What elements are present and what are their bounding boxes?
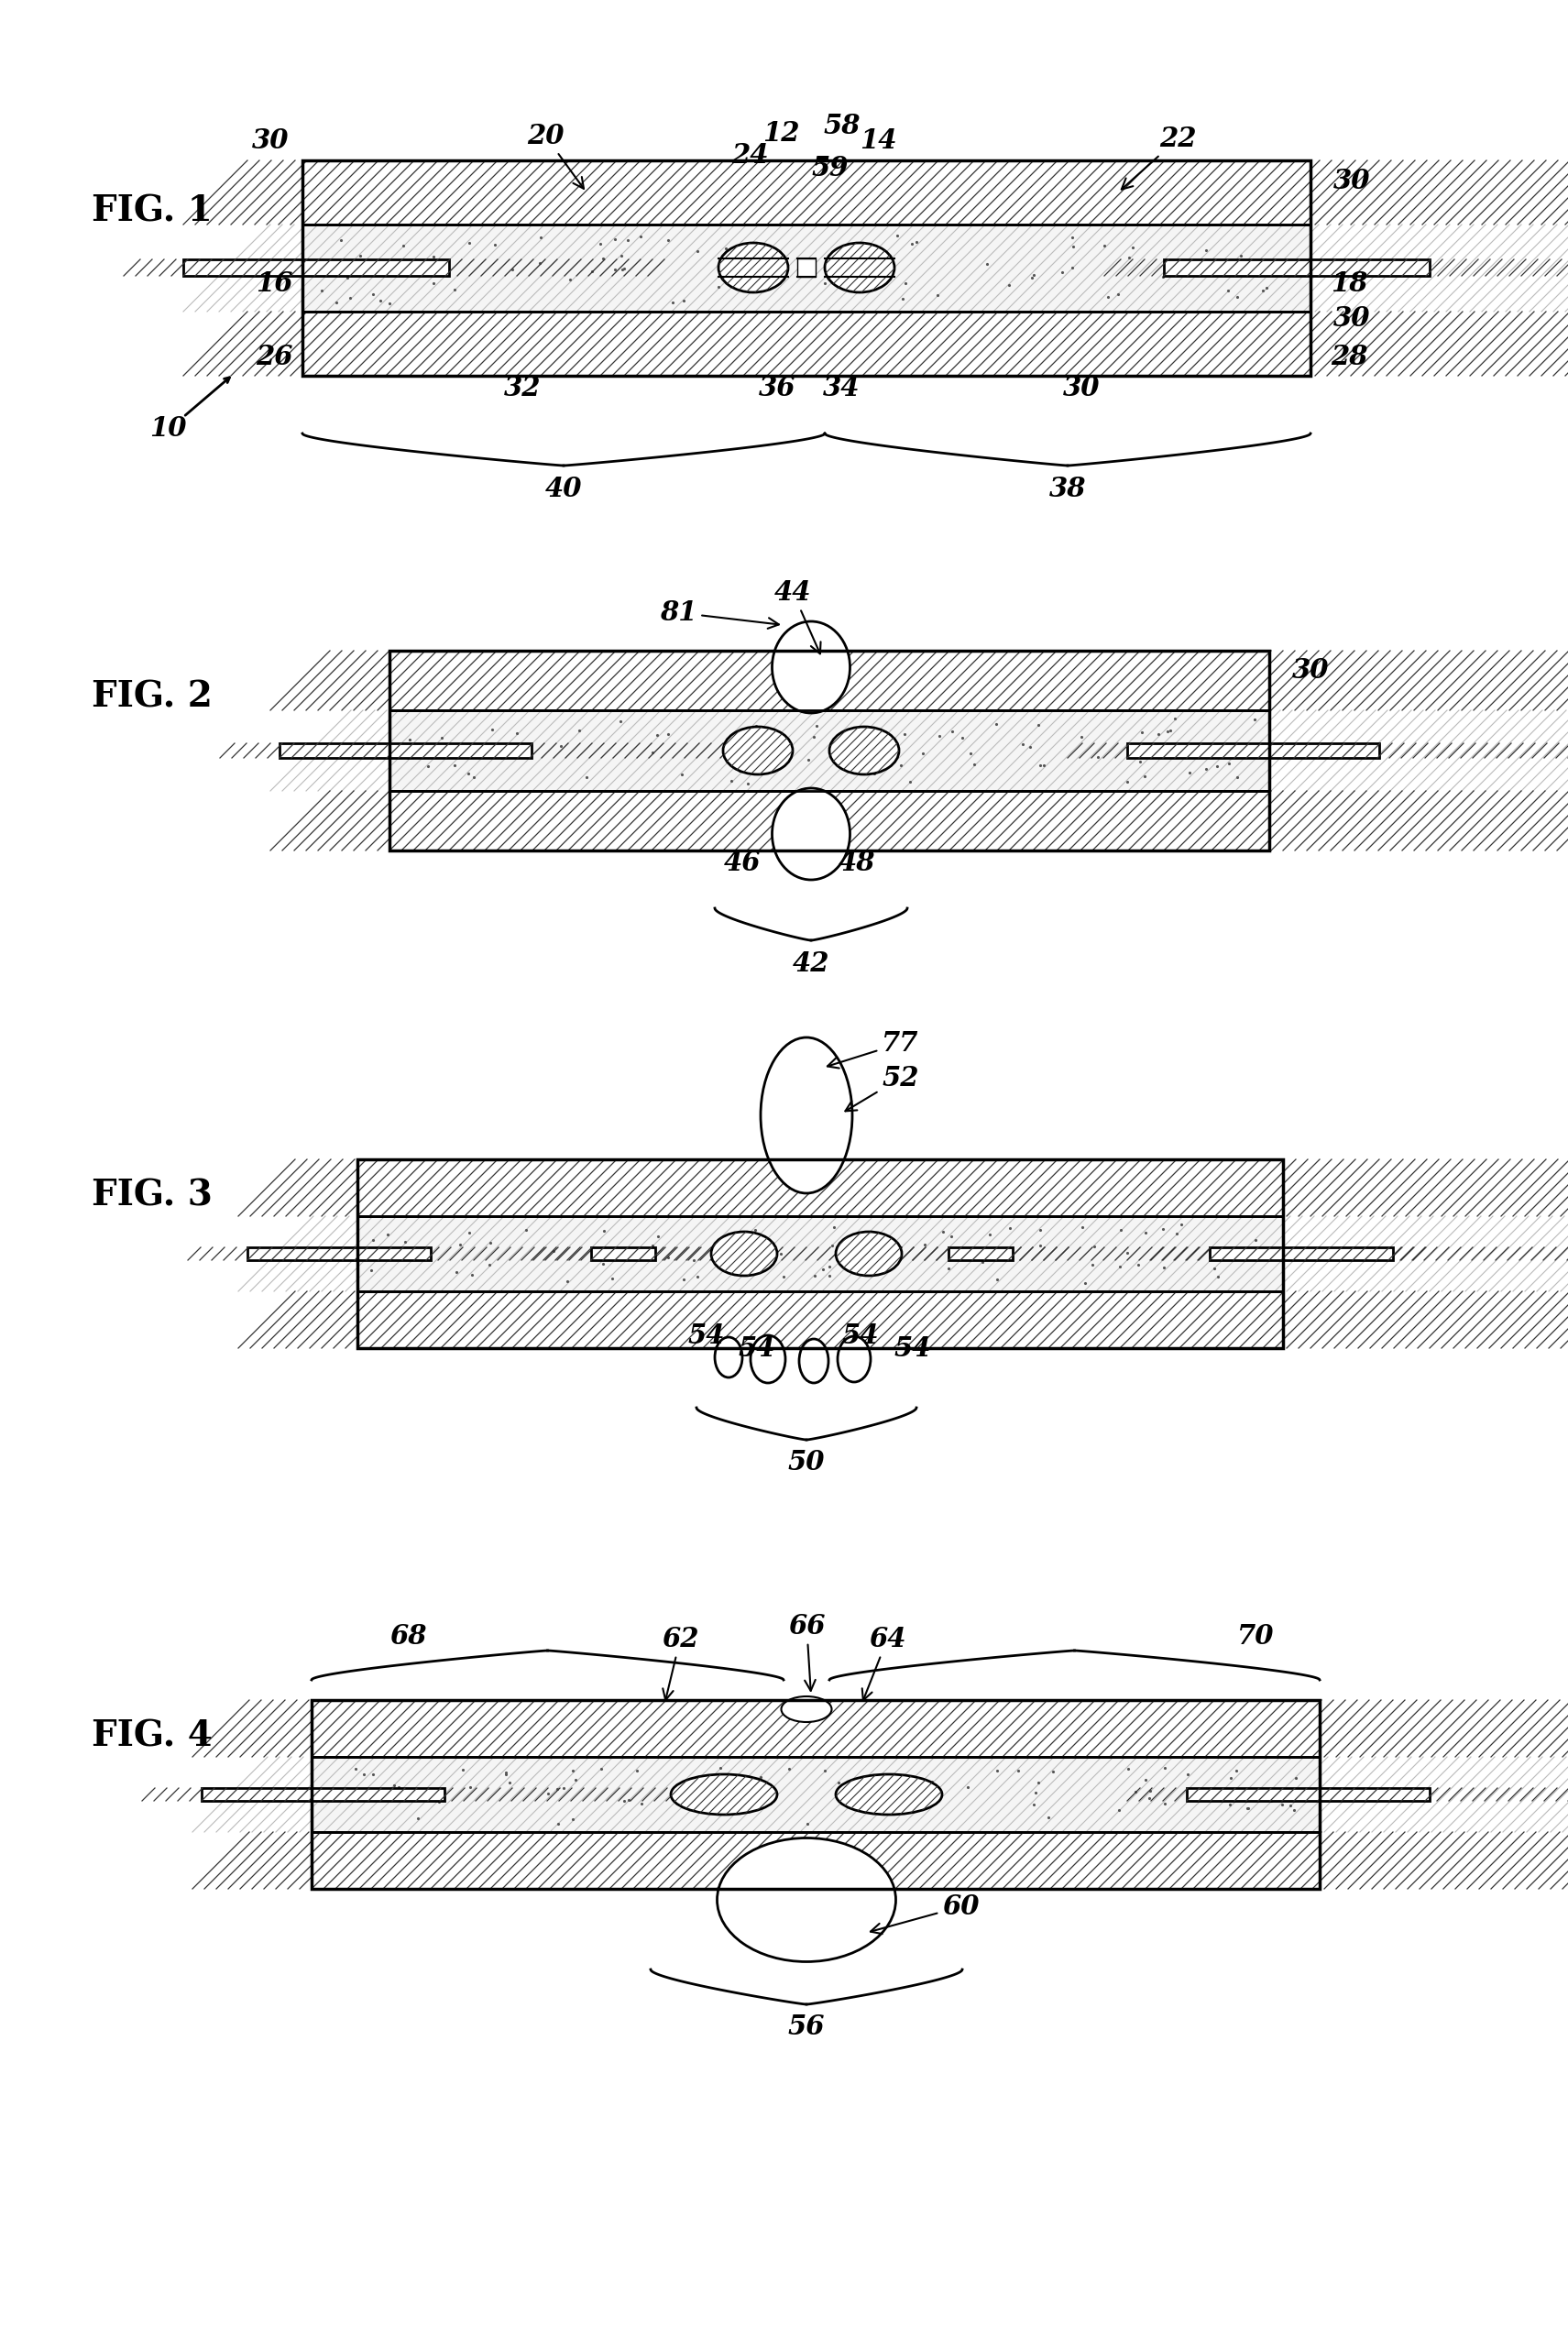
Text: 68: 68	[389, 1624, 426, 1649]
Bar	[303, 312, 1311, 377]
Text: FIG. 3: FIG. 3	[91, 1179, 213, 1214]
Bar	[591, 1247, 655, 1261]
Ellipse shape	[712, 1233, 778, 1275]
Text: 10: 10	[149, 416, 187, 442]
Text: 26: 26	[256, 344, 293, 370]
Text: 30: 30	[251, 128, 289, 154]
Bar	[279, 744, 532, 758]
Text: 44: 44	[775, 579, 820, 654]
Bar	[389, 651, 1269, 851]
Bar	[1127, 744, 1380, 758]
Text: 20: 20	[527, 123, 583, 188]
Bar	[1163, 261, 1430, 277]
Text: 60: 60	[870, 1893, 978, 1933]
Ellipse shape	[723, 726, 793, 775]
Bar	[312, 1700, 1320, 1889]
Ellipse shape	[715, 1337, 742, 1377]
Bar	[358, 1158, 1283, 1216]
Bar	[183, 261, 448, 277]
Text: 14: 14	[859, 128, 897, 154]
Ellipse shape	[837, 1335, 870, 1382]
Bar	[389, 709, 1269, 791]
Text: 30: 30	[1292, 658, 1330, 684]
Text: 12: 12	[762, 119, 800, 147]
Ellipse shape	[836, 1775, 942, 1814]
Text: 22: 22	[1121, 126, 1196, 188]
Bar	[202, 1789, 444, 1800]
Bar	[797, 258, 815, 277]
Text: FIG. 1: FIG. 1	[91, 193, 212, 228]
Ellipse shape	[671, 1775, 778, 1814]
Ellipse shape	[771, 621, 850, 714]
Text: 16: 16	[256, 270, 293, 298]
Bar	[1209, 1247, 1392, 1261]
Text: 36: 36	[759, 374, 797, 400]
Text: 32: 32	[503, 374, 541, 400]
Bar	[949, 1247, 1013, 1261]
Bar	[1187, 1789, 1430, 1800]
Text: 30: 30	[1333, 167, 1370, 193]
Text: 56: 56	[787, 2012, 825, 2040]
Text: FIG. 2: FIG. 2	[91, 679, 213, 714]
Text: 77: 77	[828, 1030, 919, 1068]
Ellipse shape	[781, 1696, 831, 1721]
Bar	[358, 1158, 1283, 1349]
Text: 66: 66	[789, 1612, 825, 1691]
Text: 30: 30	[1063, 374, 1101, 400]
Bar	[248, 1247, 431, 1261]
Text: 81: 81	[660, 600, 779, 628]
Bar	[389, 651, 1269, 709]
Text: 62: 62	[662, 1626, 699, 1700]
Text: 54: 54	[842, 1323, 878, 1349]
Ellipse shape	[718, 242, 789, 293]
Text: 46: 46	[724, 849, 760, 875]
Text: 24: 24	[731, 142, 768, 170]
Bar	[303, 226, 1311, 312]
Text: 28: 28	[1331, 344, 1367, 370]
Bar	[312, 1833, 1320, 1889]
Text: 54: 54	[687, 1323, 724, 1349]
Text: 52: 52	[845, 1065, 919, 1112]
Bar	[358, 1216, 1283, 1291]
Text: 30: 30	[1333, 305, 1370, 333]
Ellipse shape	[800, 1340, 828, 1384]
Bar	[312, 1700, 1320, 1756]
Text: 64: 64	[862, 1626, 906, 1700]
Text: 54: 54	[894, 1335, 931, 1361]
Text: 34: 34	[823, 374, 861, 400]
Text: 59: 59	[811, 154, 848, 181]
Text: 58: 58	[823, 112, 861, 140]
Ellipse shape	[829, 726, 898, 775]
Ellipse shape	[760, 1037, 853, 1193]
Text: 54: 54	[737, 1335, 775, 1361]
Bar	[312, 1756, 1320, 1833]
Text: 50: 50	[787, 1449, 825, 1477]
Text: 70: 70	[1237, 1624, 1275, 1649]
Bar	[358, 1291, 1283, 1349]
Text: 40: 40	[546, 475, 582, 502]
Text: 48: 48	[839, 849, 875, 875]
Bar	[303, 160, 1311, 226]
Bar	[303, 160, 1311, 377]
Text: 42: 42	[792, 949, 829, 977]
Text: 38: 38	[1049, 475, 1087, 502]
Ellipse shape	[836, 1233, 902, 1275]
Ellipse shape	[771, 789, 850, 879]
Text: FIG. 4: FIG. 4	[91, 1719, 213, 1754]
Ellipse shape	[717, 1838, 895, 1961]
Text: 18: 18	[1331, 270, 1367, 298]
Ellipse shape	[825, 242, 894, 293]
Ellipse shape	[751, 1335, 786, 1384]
Bar	[389, 791, 1269, 851]
